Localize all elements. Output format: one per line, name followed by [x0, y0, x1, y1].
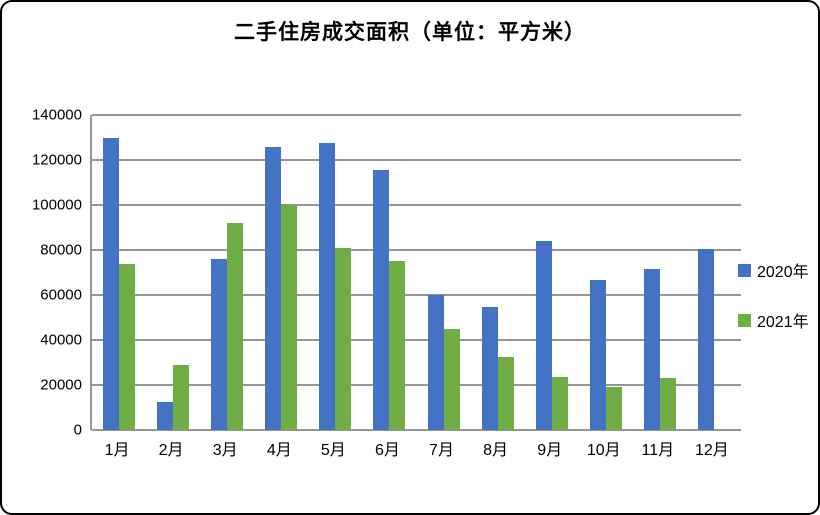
bar-2021年	[281, 205, 298, 430]
y-axis-tick-labels: 0 20000 40000 60000 80000 100000 120000 140000	[2, 107, 82, 439]
x-axis-tick-label: 4月	[266, 442, 292, 459]
gridline	[92, 429, 741, 431]
bar-2020年	[535, 241, 552, 430]
gridlines	[92, 114, 741, 431]
bar-2020年	[265, 146, 282, 430]
bar-2021年	[335, 247, 352, 430]
gridline	[92, 114, 741, 116]
bar-2020年	[427, 295, 444, 430]
bar-group	[308, 115, 362, 430]
gridline	[92, 339, 741, 341]
y-axis-tick-label: 100000	[31, 196, 82, 214]
x-axis-tick-label: 2月	[158, 442, 184, 459]
plot-area	[90, 114, 741, 431]
bar-group	[416, 115, 470, 430]
legend-swatch-icon	[738, 313, 751, 327]
bar-2020年	[643, 269, 660, 430]
legend-label: 2021年	[757, 314, 809, 331]
bar-2021年	[605, 387, 622, 430]
x-axis-tick-label: 1月	[104, 442, 130, 459]
x-axis-tick-label: 5月	[320, 442, 346, 459]
bar-series-container	[92, 115, 741, 430]
bar-2020年	[481, 307, 498, 430]
bar-group	[525, 115, 579, 430]
legend-item-2021年: 2021年	[738, 308, 809, 332]
chart-title: 二手住房成交面积（单位：平方米）	[234, 20, 586, 44]
x-axis-tick-label: 8月	[483, 442, 509, 459]
bar-2020年	[589, 280, 606, 430]
bar-group	[254, 115, 308, 430]
bar-2020年	[103, 137, 120, 430]
bar-2021年	[497, 356, 514, 430]
y-axis-tick-label: 20000	[40, 376, 82, 394]
y-axis-tick-label: 60000	[40, 286, 82, 304]
x-axis-tick-label: 11月	[641, 442, 675, 459]
x-axis-tick-label: 10月	[586, 442, 621, 459]
bar-2021年	[389, 261, 406, 430]
bar-2021年	[551, 377, 568, 430]
bar-2020年	[373, 170, 390, 430]
bar-2020年	[157, 401, 174, 430]
bar-2021年	[443, 328, 460, 430]
gridline	[92, 384, 741, 386]
bar-group	[687, 115, 741, 430]
bar-group	[362, 115, 416, 430]
bar-2021年	[227, 223, 244, 430]
x-axis-tick-labels: 1月 2月 3月 4月 5月 6月 7月 8月 9月 10月 11月 12月	[90, 436, 739, 460]
bar-2021年	[659, 378, 676, 430]
bar-2021年	[173, 364, 190, 430]
x-axis-tick-label: 12月	[694, 442, 729, 459]
x-axis-tick-label: 7月	[429, 442, 454, 459]
bar-group	[200, 115, 254, 430]
bar-group	[92, 115, 146, 430]
x-axis-tick-label: 6月	[374, 442, 400, 459]
gridline	[92, 249, 741, 251]
x-axis-tick-label: 9月	[537, 442, 563, 459]
bar-2021年	[119, 263, 136, 430]
gridline	[92, 159, 741, 161]
gridline	[92, 204, 741, 206]
y-axis-tick-label: 40000	[40, 331, 82, 349]
bar-group	[579, 115, 633, 430]
legend-label: 2020年	[757, 264, 809, 281]
y-axis-tick-label: 140000	[31, 106, 82, 124]
y-axis-tick-label: 80000	[40, 241, 82, 259]
legend-swatch-icon	[738, 263, 751, 277]
legend: 2020年 2021年	[738, 258, 809, 332]
bar-group	[146, 115, 200, 430]
y-axis-tick-label: 0	[73, 421, 82, 439]
gridline	[92, 294, 741, 296]
bar-2020年	[697, 248, 714, 430]
bar-group	[471, 115, 525, 430]
bar-group	[633, 115, 687, 430]
bar-2020年	[211, 259, 228, 430]
x-axis-tick-label: 3月	[212, 442, 238, 459]
y-axis-tick-label: 120000	[31, 151, 82, 169]
legend-item-2020年: 2020年	[738, 258, 809, 282]
bar-2020年	[319, 143, 336, 430]
